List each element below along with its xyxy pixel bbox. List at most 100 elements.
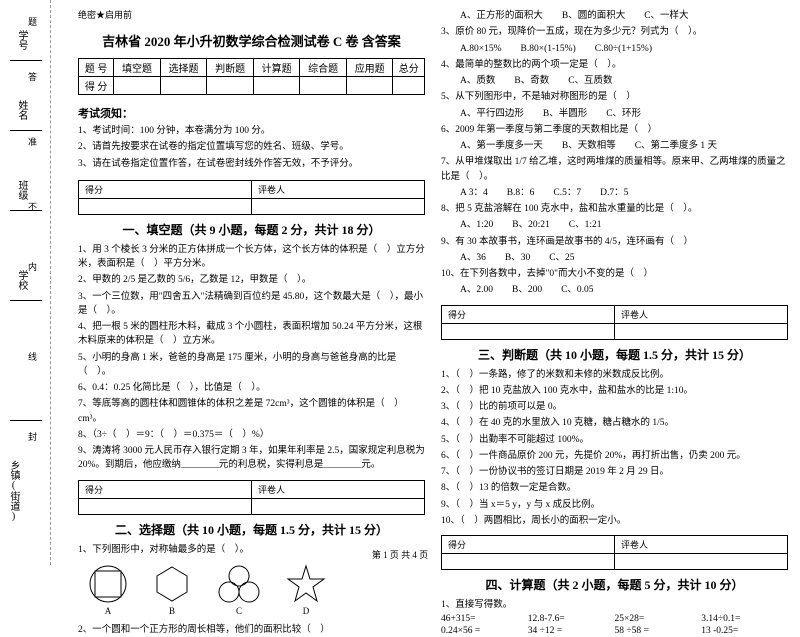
fill-q: 5、小明的身高 1 米，爸爸的身高是 175 厘米，小明的身高与爸爸身高的比是（…: [78, 351, 425, 380]
calc-item: 3.14÷0.1=: [701, 614, 788, 624]
scorebox-cell: 评卷人: [252, 180, 425, 198]
choice-q: A.80×15% B.80×(1-15%) C.80÷(1+15%): [441, 42, 788, 56]
choice-q: 8、把 5 克盐溶解在 100 克水中，盐和盐水重量的比是（ ）。: [441, 202, 788, 216]
fill-q: 7、等底等高的圆柱体和圆锥体的体积之差是 72cm³，这个圆锥的体积是（ ）cm…: [78, 397, 425, 426]
judge-q: 5、（ ）出勤率不可能超过 100%。: [441, 433, 788, 447]
section-score-box: 得分评卷人: [441, 305, 788, 340]
notice-line: 2、请首先按要求在试卷的指定位置填写您的姓名、班级、学号。: [78, 141, 425, 154]
hdr-cell: 得 分: [79, 77, 114, 95]
secrecy-mark: 绝密★启用前: [78, 8, 425, 21]
shape-options: A B C D: [88, 564, 425, 616]
fill-q: 8、（3÷（ ）＝9：（ ）＝0.375＝（ ）%）: [78, 428, 425, 442]
fold-text: 不: [28, 200, 37, 213]
hdr-cell: 题 号: [79, 59, 114, 77]
hdr-cell: 应用题: [346, 59, 393, 77]
choice-q: A、1:20 B、20:21 C、1:21: [441, 218, 788, 232]
calc-item: 34 ÷12 =: [528, 626, 615, 636]
choice-q: 2、一个圆和一个正方形的周长相等，他们的面积比较（ ）: [78, 623, 425, 637]
notice-line: 1、考试时间：100 分钟，本卷满分为 100 分。: [78, 125, 425, 138]
judge-q: 2、（ ）把 10 克盐放入 100 克水中，盐和盐水的比是 1:10。: [441, 384, 788, 398]
fold-text: 答: [28, 70, 37, 83]
judge-q: 6、（ ）一件商品原价 200 元，先提价 20%，再打折出售，仍卖 200 元…: [441, 449, 788, 463]
choice-q: A、36 B、30 C、25: [441, 251, 788, 265]
section-2-title: 二、选择题（共 10 小题，每题 1.5 分，共计 15 分）: [78, 521, 425, 538]
choice-q: A、质数 B、奇数 C、互质数: [441, 74, 788, 88]
fill-q: 2、甲数的 2/5 是乙数的 5/6，乙数是 12，甲数是（ ）。: [78, 273, 425, 287]
choice-q: A、平行四边形 B、半圆形 C、环形: [441, 107, 788, 121]
scorebox-cell: 评卷人: [615, 536, 788, 554]
choice-q: A、2.00 B、200 C、0.05: [441, 283, 788, 297]
section-4-title: 四、计算题（共 2 小题，每题 5 分，共计 10 分）: [441, 576, 788, 593]
notice-heading: 考试须知：: [78, 105, 425, 121]
gutter-label-town: 乡镇(街道): [6, 460, 21, 522]
section-score-box: 得分评卷人: [78, 180, 425, 215]
calc-item: 46+315=: [441, 614, 528, 624]
gutter-label-name: 姓名: [14, 100, 29, 120]
calc-item: 25×28=: [615, 614, 702, 624]
fold-text: 封: [28, 430, 37, 443]
section-1-title: 一、填空题（共 9 小题，每题 2 分，共计 18 分）: [78, 221, 425, 238]
hdr-cell: 计算题: [253, 59, 300, 77]
fill-q: 6、0.4：0.25 化简比是（ ），比值是（ ）。: [78, 381, 425, 395]
fill-q: 3、一个三位数，用"四舍五入"法精确到百位约是 45.80，这个数最大是（ ），…: [78, 290, 425, 319]
choice-q: 7、从甲堆煤取出 1/7 给乙堆，这时两堆煤的质量相等。原来甲、乙两堆煤的质量之…: [441, 155, 788, 184]
star-icon: [286, 564, 326, 604]
judge-q: 8、（ ）13 的倍数一定是合数。: [441, 481, 788, 495]
scorebox-cell: 得分: [442, 536, 615, 554]
fill-q: 1、用 3 个棱长 3 分米的正方体拼成一个长方体，这个长方体的体积是（ ）立方…: [78, 243, 425, 272]
gutter-label-class: 班级: [14, 180, 29, 200]
section-3-title: 三、判断题（共 10 小题，每题 1.5 分，共计 15 分）: [441, 346, 788, 363]
scorebox-cell: 评卷人: [252, 480, 425, 498]
scorebox-cell: 评卷人: [615, 305, 788, 323]
exam-title: 吉林省 2020 年小升初数学综合检测试卷 C 卷 含答案: [78, 31, 425, 50]
calc-heading: 1、直接写得数。: [441, 598, 788, 612]
judge-q: 3、（ ）比的前项可以是 0。: [441, 400, 788, 414]
fold-text: 内: [28, 260, 37, 273]
gutter-label-school: 学校: [14, 270, 29, 290]
notice-line: 3、请在试卷指定位置作答，在试卷密封线外作答无效，不予评分。: [78, 158, 425, 171]
fold-text: 题: [28, 15, 37, 28]
shape-label: C: [216, 606, 262, 616]
score-header-table: 题 号 填空题 选择题 判断题 计算题 综合题 应用题 总分 得 分: [78, 58, 425, 95]
scorebox-cell: 得分: [442, 305, 615, 323]
choice-q: 5、从下列图形中，不是轴对称图形的是（ ）: [441, 90, 788, 104]
calc-item: 58 ÷58 =: [615, 626, 702, 636]
fold-text: 准: [28, 135, 37, 148]
fill-q: 4、把一根 5 米的圆柱形木料，截成 3 个小圆柱，表面积增加 50.24 平方…: [78, 320, 425, 349]
hdr-cell: 选择题: [160, 59, 207, 77]
fold-text: 线: [28, 350, 37, 363]
choice-q: A、第一季度多一天 B、天数相等 C、第二季度多 1 天: [441, 139, 788, 153]
shape-label: D: [286, 606, 326, 616]
section-score-box: 得分评卷人: [78, 480, 425, 515]
hdr-cell: 填空题: [114, 59, 161, 77]
gutter-label-studentid: 学号: [14, 30, 29, 50]
choice-q: 10、在下列各数中，去掉"0"而大小不变的是（ ）: [441, 267, 788, 281]
scorebox-cell: 得分: [79, 180, 252, 198]
judge-q: 7、（ ）一份协议书的签订日期是 2019 年 2 月 29 日。: [441, 465, 788, 479]
choice-q: 6、2009 年第一季度与第二季度的天数相比是（ ）: [441, 123, 788, 137]
square-in-circle-icon: [88, 564, 128, 604]
calc-grid: 46+315= 12.8-7.6= 25×28= 3.14÷0.1= 0.24×…: [441, 613, 788, 637]
calc-item: 13 -0.25=: [701, 626, 788, 636]
judge-q: 10、（ ）两圆相比，周长小的面积一定小。: [441, 514, 788, 528]
calc-item: 12.8-7.6=: [528, 614, 615, 624]
fill-q: 9、涛涛将 3000 元人民币存入银行定期 3 年，如果年利率是 2.5，国家规…: [78, 444, 425, 473]
judge-q: 4、（ ）在 40 克的水里放入 10 克糖，糖占糖水的 1/5。: [441, 416, 788, 430]
judge-q: 9、（ ）当 x＝5 y，y 与 x 成反比例。: [441, 498, 788, 512]
page-number: 第 1 页 共 4 页: [372, 548, 428, 561]
calc-item: 0.24×56 =: [441, 626, 528, 636]
choice-q: 4、最简单的整数比的两个项一定是（ ）。: [441, 58, 788, 72]
hdr-cell: 综合题: [300, 59, 347, 77]
scorebox-cell: 得分: [79, 480, 252, 498]
hdr-cell: 总分: [393, 59, 425, 77]
hdr-cell: 判断题: [207, 59, 254, 77]
shape-label: B: [152, 606, 192, 616]
choice-q: A、正方形的面积大 B、圆的面积大 C、一样大: [441, 9, 788, 23]
three-circles-icon: [216, 564, 262, 604]
choice-q: A 3：4 B.8：6 C.5：7 D.7：5: [441, 186, 788, 200]
choice-q: 9、有 30 本故事书，连环画是故事书的 4/5，连环画有（ ）: [441, 235, 788, 249]
hexagon-icon: [152, 564, 192, 604]
shape-label: A: [88, 606, 128, 616]
judge-q: 1、（ ）一条路，修了的米数和未修的米数成反比例。: [441, 368, 788, 382]
choice-q: 3、原价 80 元，现降价一五成，现在为多少元？列式为（ ）。: [441, 25, 788, 39]
